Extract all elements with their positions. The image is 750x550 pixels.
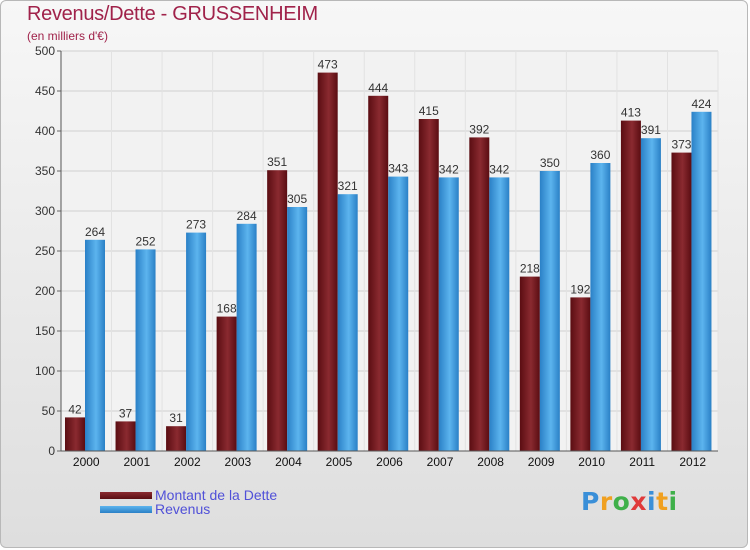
x-tick-label: 2007	[427, 455, 454, 469]
legend-swatch-revenus	[100, 505, 152, 513]
legend-label-debt: Montant de la Dette	[155, 487, 278, 503]
y-tick-label: 400	[35, 124, 55, 138]
bar-revenus	[438, 177, 459, 451]
logo-letter: r	[599, 487, 613, 516]
bar-debt	[519, 276, 540, 451]
x-tick-label: 2001	[123, 455, 150, 469]
bar-revenus	[236, 223, 257, 451]
bar-debt-label: 192	[570, 282, 590, 296]
bar-revenus-label: 342	[439, 162, 459, 176]
bar-debt	[65, 417, 85, 451]
bar-debt	[671, 152, 692, 451]
bar-debt-label: 415	[419, 104, 439, 118]
bar-debt	[418, 119, 439, 451]
bar-debt-label: 168	[217, 302, 237, 316]
y-tick-label: 200	[35, 284, 55, 298]
bar-revenus-label: 343	[388, 162, 408, 176]
bar-debt-label: 392	[469, 122, 489, 136]
bar-revenus	[590, 163, 611, 451]
bar-revenus-label: 391	[641, 123, 661, 137]
bar-debt	[216, 316, 237, 451]
bar-debt-label: 31	[169, 411, 183, 425]
bar-debt-label: 413	[621, 106, 641, 120]
bar-debt-label: 473	[318, 58, 338, 72]
logo-letter: i	[668, 487, 678, 516]
bar-revenus	[691, 111, 712, 452]
bar-revenus	[489, 177, 510, 451]
x-tick-label: 2006	[376, 455, 403, 469]
bar-debt	[368, 95, 389, 452]
bar-debt	[317, 72, 338, 451]
bar-revenus	[337, 194, 358, 451]
y-tick-label: 500	[35, 44, 55, 58]
legend-item-revenus: Revenus	[100, 501, 210, 517]
bar-revenus-label: 305	[287, 192, 307, 206]
y-tick-label: 0	[48, 444, 55, 458]
bar-debt-label: 351	[267, 155, 287, 169]
bar-debt	[469, 137, 490, 451]
y-tick-label: 250	[35, 244, 55, 258]
bar-revenus	[539, 171, 560, 451]
bar-debt-label: 373	[671, 138, 691, 152]
bar-revenus	[640, 138, 661, 451]
legend-swatch-debt	[100, 491, 152, 499]
bar-revenus-label: 360	[590, 148, 610, 162]
x-tick-label: 2011	[629, 455, 655, 469]
bar-debt-label: 218	[520, 262, 540, 276]
x-tick-label: 2000	[73, 455, 100, 469]
bar-revenus	[287, 207, 308, 451]
bar-revenus-label: 273	[186, 218, 206, 232]
x-tick-label: 2009	[528, 455, 555, 469]
bar-revenus	[85, 239, 105, 451]
bar-debt-label: 37	[119, 406, 133, 420]
y-tick-label: 450	[35, 84, 55, 98]
x-tick-label: 2008	[477, 455, 504, 469]
y-tick-label: 350	[35, 164, 55, 178]
bar-debt	[166, 426, 187, 451]
y-tick-label: 300	[35, 204, 55, 218]
logo-letter: o	[612, 487, 631, 516]
chart-title: Revenus/Dette - GRUSSENHEIM	[27, 3, 318, 25]
logo-letter: i	[647, 487, 657, 516]
legend-item-debt: Montant de la Dette	[100, 487, 277, 503]
bar-debt-label: 444	[368, 81, 388, 95]
legend-label-revenus: Revenus	[155, 501, 211, 517]
bar-debt	[620, 120, 641, 451]
chart-subtitle: (en milliers d'€)	[27, 29, 108, 43]
bar-revenus-label: 252	[136, 234, 156, 248]
x-tick-label: 2002	[174, 455, 201, 469]
y-tick-label: 100	[35, 364, 55, 378]
logo-letter: P	[581, 487, 600, 516]
bar-revenus	[388, 176, 409, 451]
bar-revenus-label: 284	[237, 209, 257, 223]
proxiti-logo: Proxiti	[581, 487, 678, 516]
bar-debt-label: 42	[68, 402, 82, 416]
bar-revenus-label: 350	[540, 156, 560, 170]
bar-revenus	[186, 232, 207, 451]
x-tick-label: 2003	[225, 455, 252, 469]
bar-revenus-label: 342	[489, 162, 509, 176]
y-tick-label: 150	[35, 324, 55, 338]
bar-revenus	[135, 249, 156, 451]
bar-revenus-label: 424	[691, 97, 711, 111]
y-tick-label: 50	[42, 404, 56, 418]
x-tick-label: 2005	[326, 455, 353, 469]
x-tick-label: 2004	[275, 455, 302, 469]
bar-revenus-label: 264	[85, 225, 105, 239]
bar-debt	[115, 421, 136, 451]
x-tick-label: 2010	[578, 455, 605, 469]
x-tick-label: 2012	[679, 455, 706, 469]
bar-revenus-label: 321	[338, 179, 358, 193]
bar-debt	[267, 170, 288, 451]
logo-letter: x	[630, 487, 647, 516]
logo-letter: t	[656, 487, 669, 516]
bar-debt	[570, 297, 591, 451]
